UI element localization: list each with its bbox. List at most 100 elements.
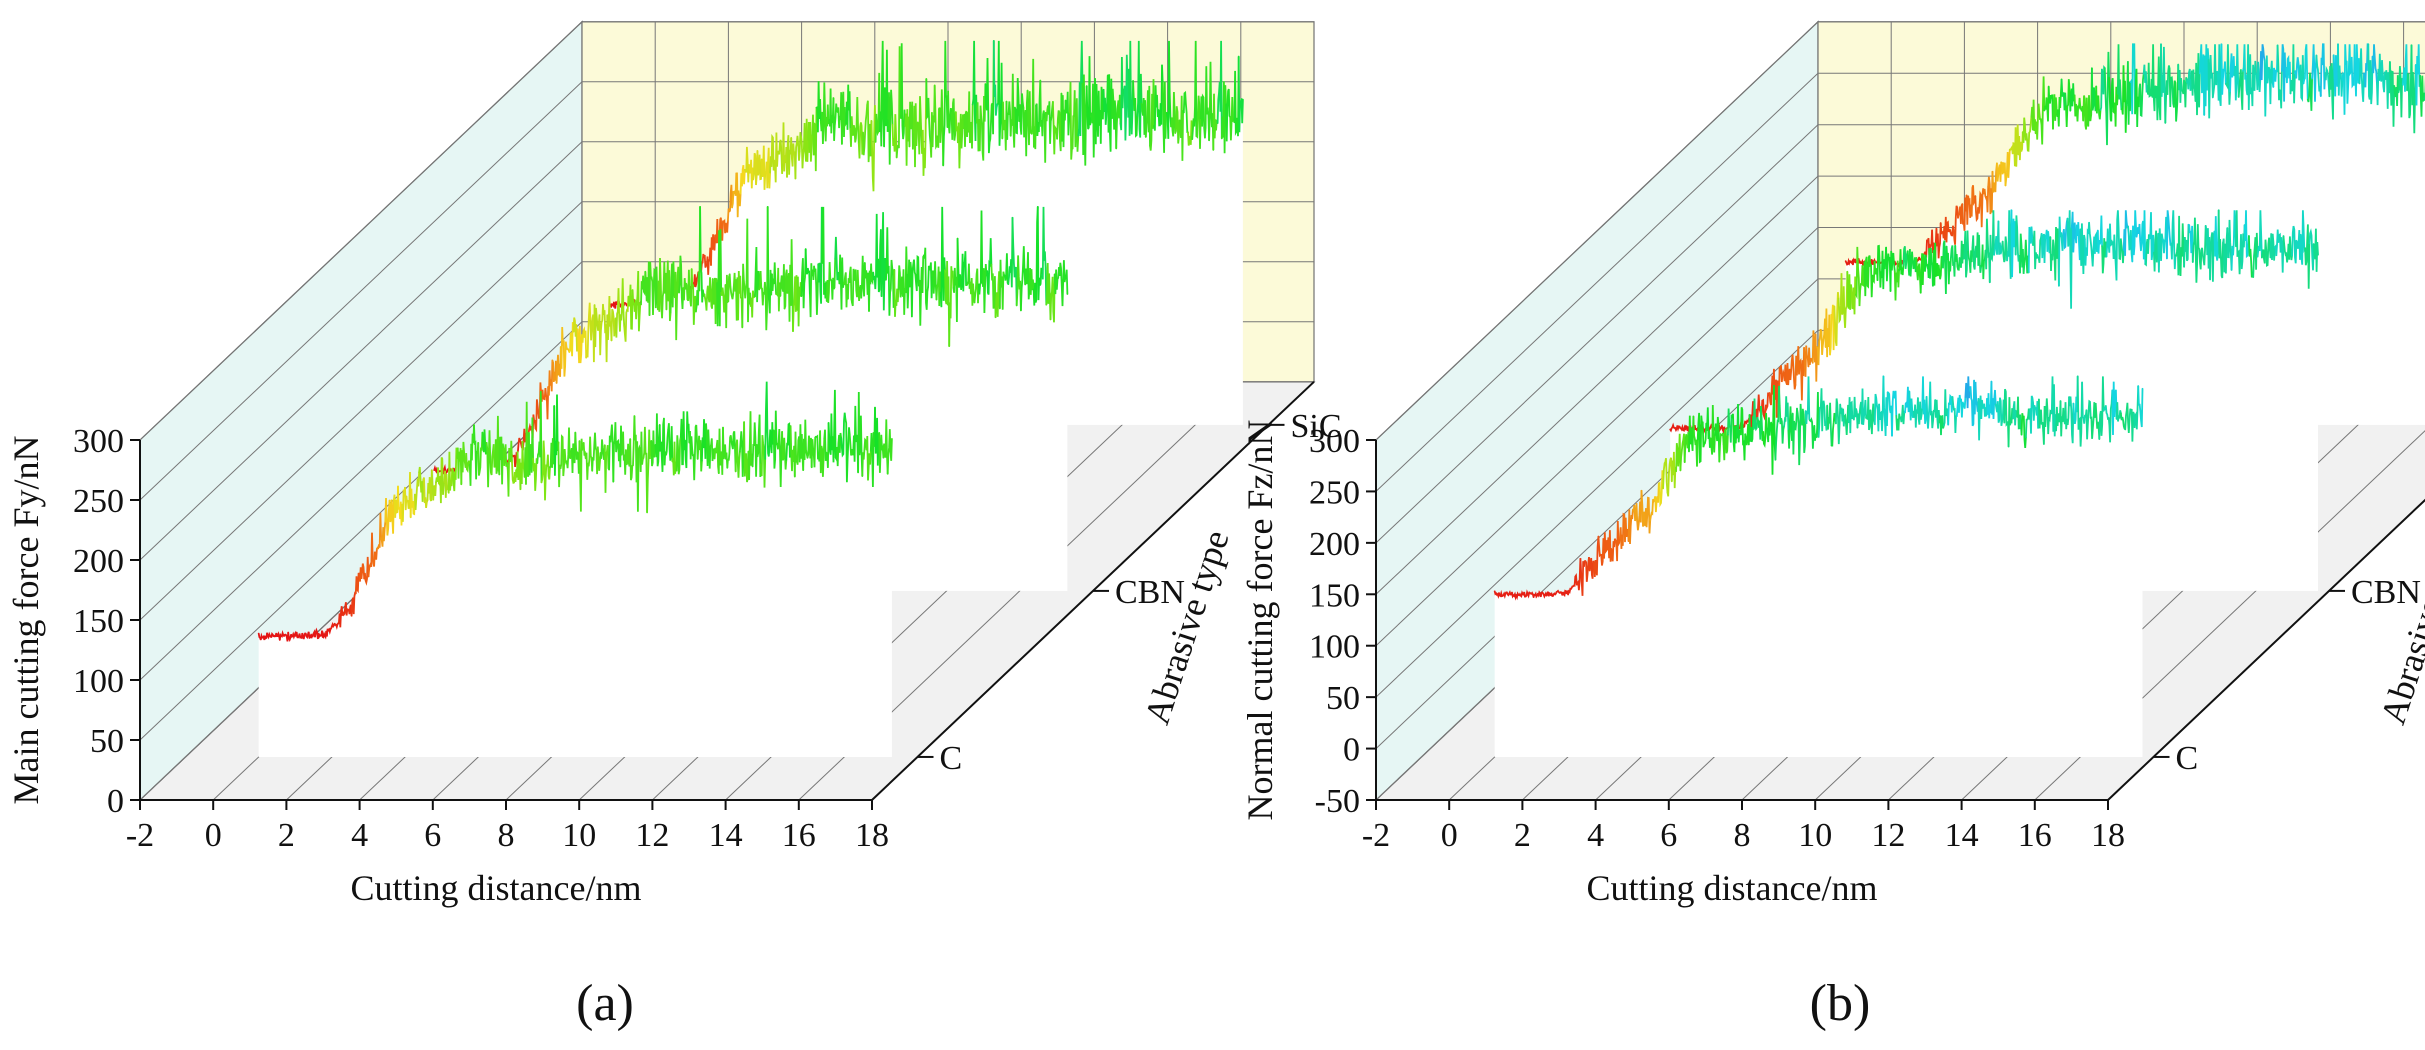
series-SiC-segment: [1136, 40, 1143, 138]
series-C-segment: [489, 444, 497, 476]
series-SiC-segment: [2298, 55, 2305, 102]
series-SiC-segment: [2350, 44, 2357, 89]
series-C-segment: [2085, 399, 2092, 440]
series-CBN-segment: [800, 248, 807, 309]
series-SiC-segment: [887, 89, 894, 165]
series-CBN-segment: [754, 246, 761, 303]
series-C-segment: [565, 427, 572, 469]
series-SiC-segment: [2125, 61, 2132, 125]
series-SiC-segment: [954, 111, 961, 169]
series-C-segment: [1813, 391, 1820, 441]
series-C-segment: [1506, 590, 1513, 597]
series-SiC-segment: [1983, 185, 1990, 213]
series-C-segment: [701, 419, 707, 462]
series-CBN-segment: [2178, 223, 2186, 277]
y-tick-label: 0: [107, 783, 124, 820]
y-tick-label: 200: [73, 543, 124, 580]
series-CBN-segment: [1980, 244, 1987, 280]
series-SiC-segment: [1085, 56, 1092, 130]
series-CBN-segment: [1919, 253, 1926, 294]
series-CBN-segment: [2006, 209, 2013, 279]
series-CBN-segment: [960, 251, 967, 292]
z-tick-label-SiC: SiC: [1291, 408, 1342, 445]
series-SiC-segment: [2263, 55, 2270, 117]
series-C-segment: [654, 413, 661, 467]
series-CBN-segment: [1790, 354, 1797, 390]
series-C-segment: [321, 630, 328, 640]
series-C-segment: [739, 421, 745, 477]
series-CBN-segment: [644, 261, 651, 317]
series-SiC-segment: [1005, 100, 1012, 140]
series-SiC-segment: [900, 43, 907, 140]
series-SiC-segment: [1187, 120, 1194, 146]
series-SiC-segment: [933, 84, 940, 150]
series-SiC-segment: [824, 104, 831, 142]
series-SiC-segment: [967, 91, 974, 149]
series-SiC-segment: [2190, 69, 2197, 102]
series-C-segment: [1904, 386, 1911, 414]
series-SiC-segment: [2397, 66, 2404, 118]
series-C-segment: [1852, 396, 1859, 429]
series-CBN-segment: [1993, 220, 2000, 256]
series-C-segment: [468, 424, 475, 486]
series-C-segment: [755, 414, 762, 478]
series-C-segment: [1921, 376, 1928, 424]
series-CBN-segment: [2092, 229, 2099, 254]
series-C-segment: [1692, 415, 1699, 467]
series-C-segment: [1537, 590, 1544, 598]
series-SiC-segment: [938, 89, 945, 167]
series-C-segment: [1925, 381, 1932, 429]
series-SiC-segment: [912, 103, 919, 168]
series-C-segment: [1709, 404, 1716, 455]
series-SiC-segment: [735, 172, 742, 218]
y-tick-label: 300: [73, 423, 124, 460]
series-SiC-segment: [777, 139, 784, 174]
series-C-segment: [1765, 417, 1772, 443]
series-CBN-segment: [1058, 262, 1065, 307]
series-C-segment: [802, 419, 809, 472]
series-C-segment: [1718, 432, 1725, 463]
series-C-segment: [582, 442, 589, 480]
series-SiC-segment: [790, 137, 797, 180]
series-C-segment: [477, 431, 484, 476]
series-CBN-segment: [1816, 328, 1823, 366]
series-C-segment: [1748, 414, 1755, 443]
series-SiC-segment: [1081, 74, 1088, 166]
series-CBN-segment: [2183, 223, 2190, 268]
series-C-segment: [511, 460, 518, 485]
series-C-segment: [485, 430, 492, 488]
series-SiC-segment: [2203, 44, 2210, 116]
series-SiC-segment: [2164, 65, 2171, 124]
series-CBN-segment: [2032, 230, 2039, 270]
series-CBN-segment: [821, 206, 828, 302]
series-CBN-segment: [1872, 260, 1879, 285]
x-tick-label: 14: [709, 817, 743, 854]
series-CBN-segment: [2114, 210, 2121, 281]
series-C-segment: [1696, 412, 1703, 464]
series-C-segment: [734, 439, 741, 478]
series-C-segment: [1761, 413, 1768, 448]
series-CBN-segment: [994, 271, 1001, 319]
series-C-segment: [587, 436, 594, 472]
series-SiC-segment: [2237, 69, 2244, 110]
series-SiC-segment: [2056, 78, 2063, 127]
x-tick-label: -2: [1362, 817, 1390, 854]
series-C-segment: [570, 431, 577, 474]
series-CBN-segment: [665, 260, 672, 322]
series-CBN-segment: [1820, 318, 1827, 355]
series-C-segment: [1657, 470, 1664, 508]
series-CBN-segment: [1824, 308, 1831, 358]
series-C-segment: [751, 422, 758, 477]
series-SiC-segment: [803, 118, 809, 162]
series-SiC-segment: [2082, 95, 2089, 130]
series-CBN-segment: [825, 262, 832, 303]
series-C-segment: [1601, 532, 1608, 563]
series-C-segment: [532, 457, 539, 491]
series-SiC-segment: [798, 131, 805, 169]
series-CBN-segment: [1893, 260, 1900, 301]
series-CBN-segment: [669, 261, 676, 314]
series-CBN-segment: [1950, 244, 1957, 277]
series-SiC-segment: [891, 114, 898, 159]
series-SiC-segment: [1022, 89, 1029, 157]
